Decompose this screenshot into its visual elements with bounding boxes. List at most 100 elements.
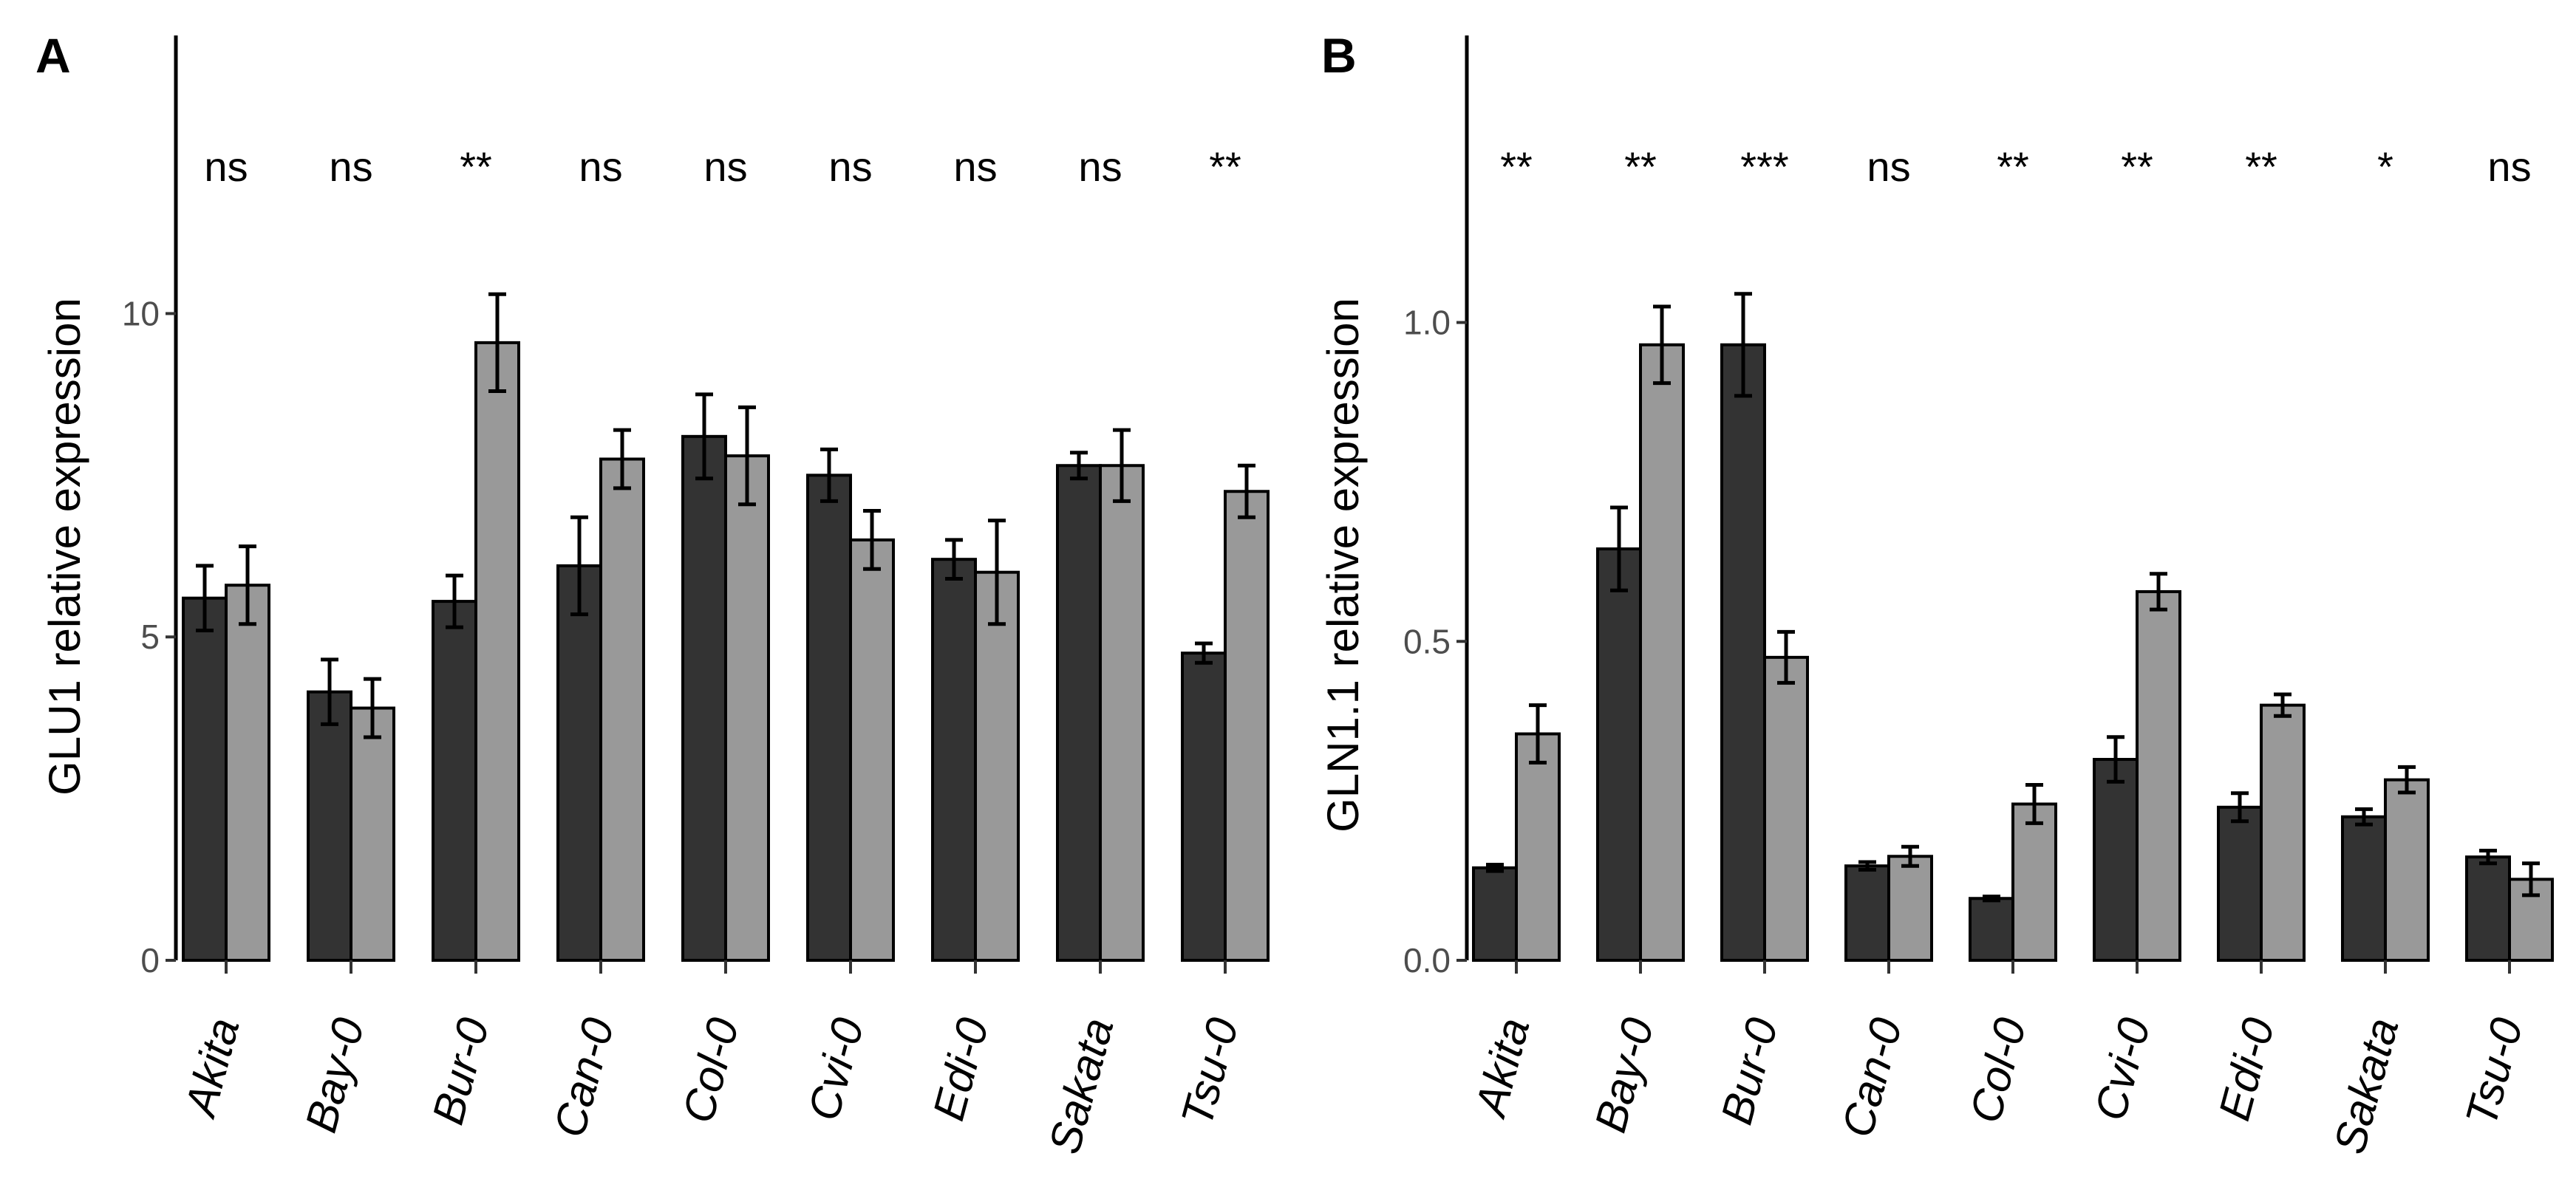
panel-a-x-tick-label: Cvi-0: [799, 1013, 873, 1126]
panel-b-x-tick-label: Akita: [1465, 1013, 1539, 1123]
panel-b-bar-dark: [2465, 855, 2511, 962]
panel-a-x-tick-label: Can-0: [545, 1013, 624, 1142]
panel-b-x-tick-label: Bay-0: [1585, 1013, 1663, 1138]
panel-b-x-tick-label: Can-0: [1833, 1013, 1912, 1142]
panel-a-significance-label: **: [460, 143, 492, 190]
panel-a-x-tick-label: Bay-0: [296, 1013, 373, 1138]
panel-a-significance-label: ns: [828, 143, 872, 190]
panel-b-error-bar: [1734, 292, 1752, 398]
panel-b-y-tick-label: 1.0: [1403, 304, 1451, 342]
panel-a: A GLU1 relative expression ns Akita ns Bay-…: [35, 28, 1270, 1159]
panel-a-error-bar: [570, 515, 588, 617]
panel-b-significance-label: **: [1624, 143, 1657, 190]
panel-b-error-bar: [1983, 895, 2000, 903]
panel-b-significance-label: **: [1997, 143, 2029, 190]
panel-a-letter: A: [35, 28, 71, 83]
panel-a-error-bar: [695, 392, 713, 481]
panel-b-error-bar: [2150, 572, 2167, 612]
panel-b-bar-dark: [2093, 758, 2139, 962]
panel-a-error-bar: [239, 544, 256, 626]
panel-b-error-bar: [1901, 844, 1919, 868]
panel-b-y-tick-label: 0.5: [1403, 622, 1451, 660]
panel-b-error-bar: [1777, 629, 1795, 685]
panel-a-error-bar: [1070, 451, 1088, 481]
panel-a-significance-label: ns: [204, 143, 248, 190]
panel-b-bar-dark: [1720, 343, 1766, 962]
panel-a-error-bar: [364, 677, 381, 739]
panel-b-bar-light: [1515, 732, 1561, 963]
panel-b-significance-label: ns: [2487, 143, 2531, 190]
panel-a-error-bar: [988, 519, 1006, 626]
panel-a-significance-label: ns: [1078, 143, 1122, 190]
panel-b-letter: B: [1321, 28, 1357, 83]
panel-b-x-tick-label: Sakata: [2324, 1013, 2408, 1159]
panel-a-bar-light: [474, 341, 520, 962]
panel-a-bar-dark: [307, 690, 352, 962]
panel-a-error-bar: [945, 538, 963, 581]
panel-b-y-axis-label: GLN1.1 relative expression: [1318, 298, 1368, 833]
panel-a-x-tick-label: Akita: [175, 1013, 249, 1123]
panel-b-error-bar: [2274, 692, 2292, 718]
panel-b-x-tick-label: Bur-0: [1711, 1013, 1787, 1129]
panel-a-y-tick-label: 5: [140, 618, 160, 656]
panel-b-error-bar: [2231, 791, 2249, 824]
panel-a-y-tick-label: 10: [122, 294, 160, 332]
panel-a-error-bar: [738, 405, 756, 507]
panel-a-error-bar: [863, 509, 881, 571]
panel-b-bar-light: [2508, 878, 2554, 962]
panel-a-y-tick-label: 0: [140, 941, 160, 980]
panel-b-significance-label: **: [1500, 143, 1533, 190]
panel-b-x-tick-label: Col-0: [1960, 1013, 2036, 1128]
panel-a-error-bar: [1238, 463, 1255, 519]
panel-b-significance-label: **: [2245, 143, 2277, 190]
panel-a-bar-dark: [806, 474, 852, 962]
panel-b-bar-dark: [1596, 547, 1642, 962]
panel-a-bar-dark: [432, 600, 477, 962]
panel-a-bar-dark: [681, 434, 727, 962]
panel-a-x-tick-label: Col-0: [673, 1013, 749, 1128]
panel-a-error-bar: [321, 657, 338, 726]
panel-b-error-bar: [1486, 862, 1504, 873]
panel-a-error-bar: [820, 447, 838, 503]
panel-a-significance-label: ns: [953, 143, 997, 190]
panel-b-error-bar: [2025, 783, 2043, 825]
panel-a-bar-dark: [1056, 464, 1102, 962]
panel-b-bar-light: [2136, 589, 2181, 962]
panel-b-error-bar: [2522, 861, 2540, 898]
panel-a-bar-light: [599, 457, 645, 962]
panel-b-bar-dark: [1844, 864, 1890, 962]
panel-a-error-bar: [613, 428, 631, 490]
panel-b-bar-light: [2260, 703, 2306, 962]
panel-b-x-tick-label: Tsu-0: [2456, 1013, 2532, 1131]
panel-b-plot-area: **Akita**Bay-0***Bur-0nsCan-0**Col-0**Cv…: [1403, 35, 2554, 1159]
panel-a-bar-light: [225, 584, 270, 962]
panel-a-plot-area: ns Akita ns Bay-0 ** Bur-0 ns Can-0 ns Col-0 ns Cvi…: [122, 35, 1270, 1159]
panel-b-x-tick-label: Cvi-0: [2085, 1013, 2160, 1126]
panel-a-bar-light: [974, 570, 1020, 962]
panel-a-x-tick-label: Bur-0: [423, 1013, 498, 1129]
panel-b-significance-label: ns: [1867, 143, 1910, 190]
panel-a-bar-dark: [1181, 652, 1227, 962]
panel-b-bar-light: [1639, 343, 1685, 962]
panel-b-error-bar: [2355, 807, 2373, 827]
panel-a-x-tick-label: Tsu-0: [1172, 1013, 1248, 1131]
panel-b-bar-light: [1763, 655, 1809, 962]
panel-a-bar-light: [350, 706, 395, 963]
panel-b-bar-dark: [2341, 815, 2387, 962]
panel-a-error-bar: [1195, 641, 1213, 665]
panel-b-bar-dark: [2217, 805, 2263, 963]
panel-a-bar-light: [1224, 490, 1270, 962]
panel-a-y-axis-label: GLU1 relative expression: [40, 298, 89, 796]
panel-b-error-bar: [1529, 703, 1547, 765]
panel-a-error-bar: [488, 292, 506, 394]
panel-b-error-bar: [2107, 735, 2124, 784]
panel-b-bar-dark: [1472, 866, 1518, 963]
panel-a-bar-dark: [556, 564, 602, 962]
panel-b-error-bar: [2398, 765, 2416, 795]
panel-a-x-tick-label: Sakata: [1039, 1013, 1122, 1159]
panel-a-bar-dark: [182, 596, 228, 962]
panel-a-significance-label: ns: [579, 143, 622, 190]
panel-b-bar-light: [2384, 778, 2430, 963]
panel-b-significance-label: *: [2377, 143, 2393, 190]
